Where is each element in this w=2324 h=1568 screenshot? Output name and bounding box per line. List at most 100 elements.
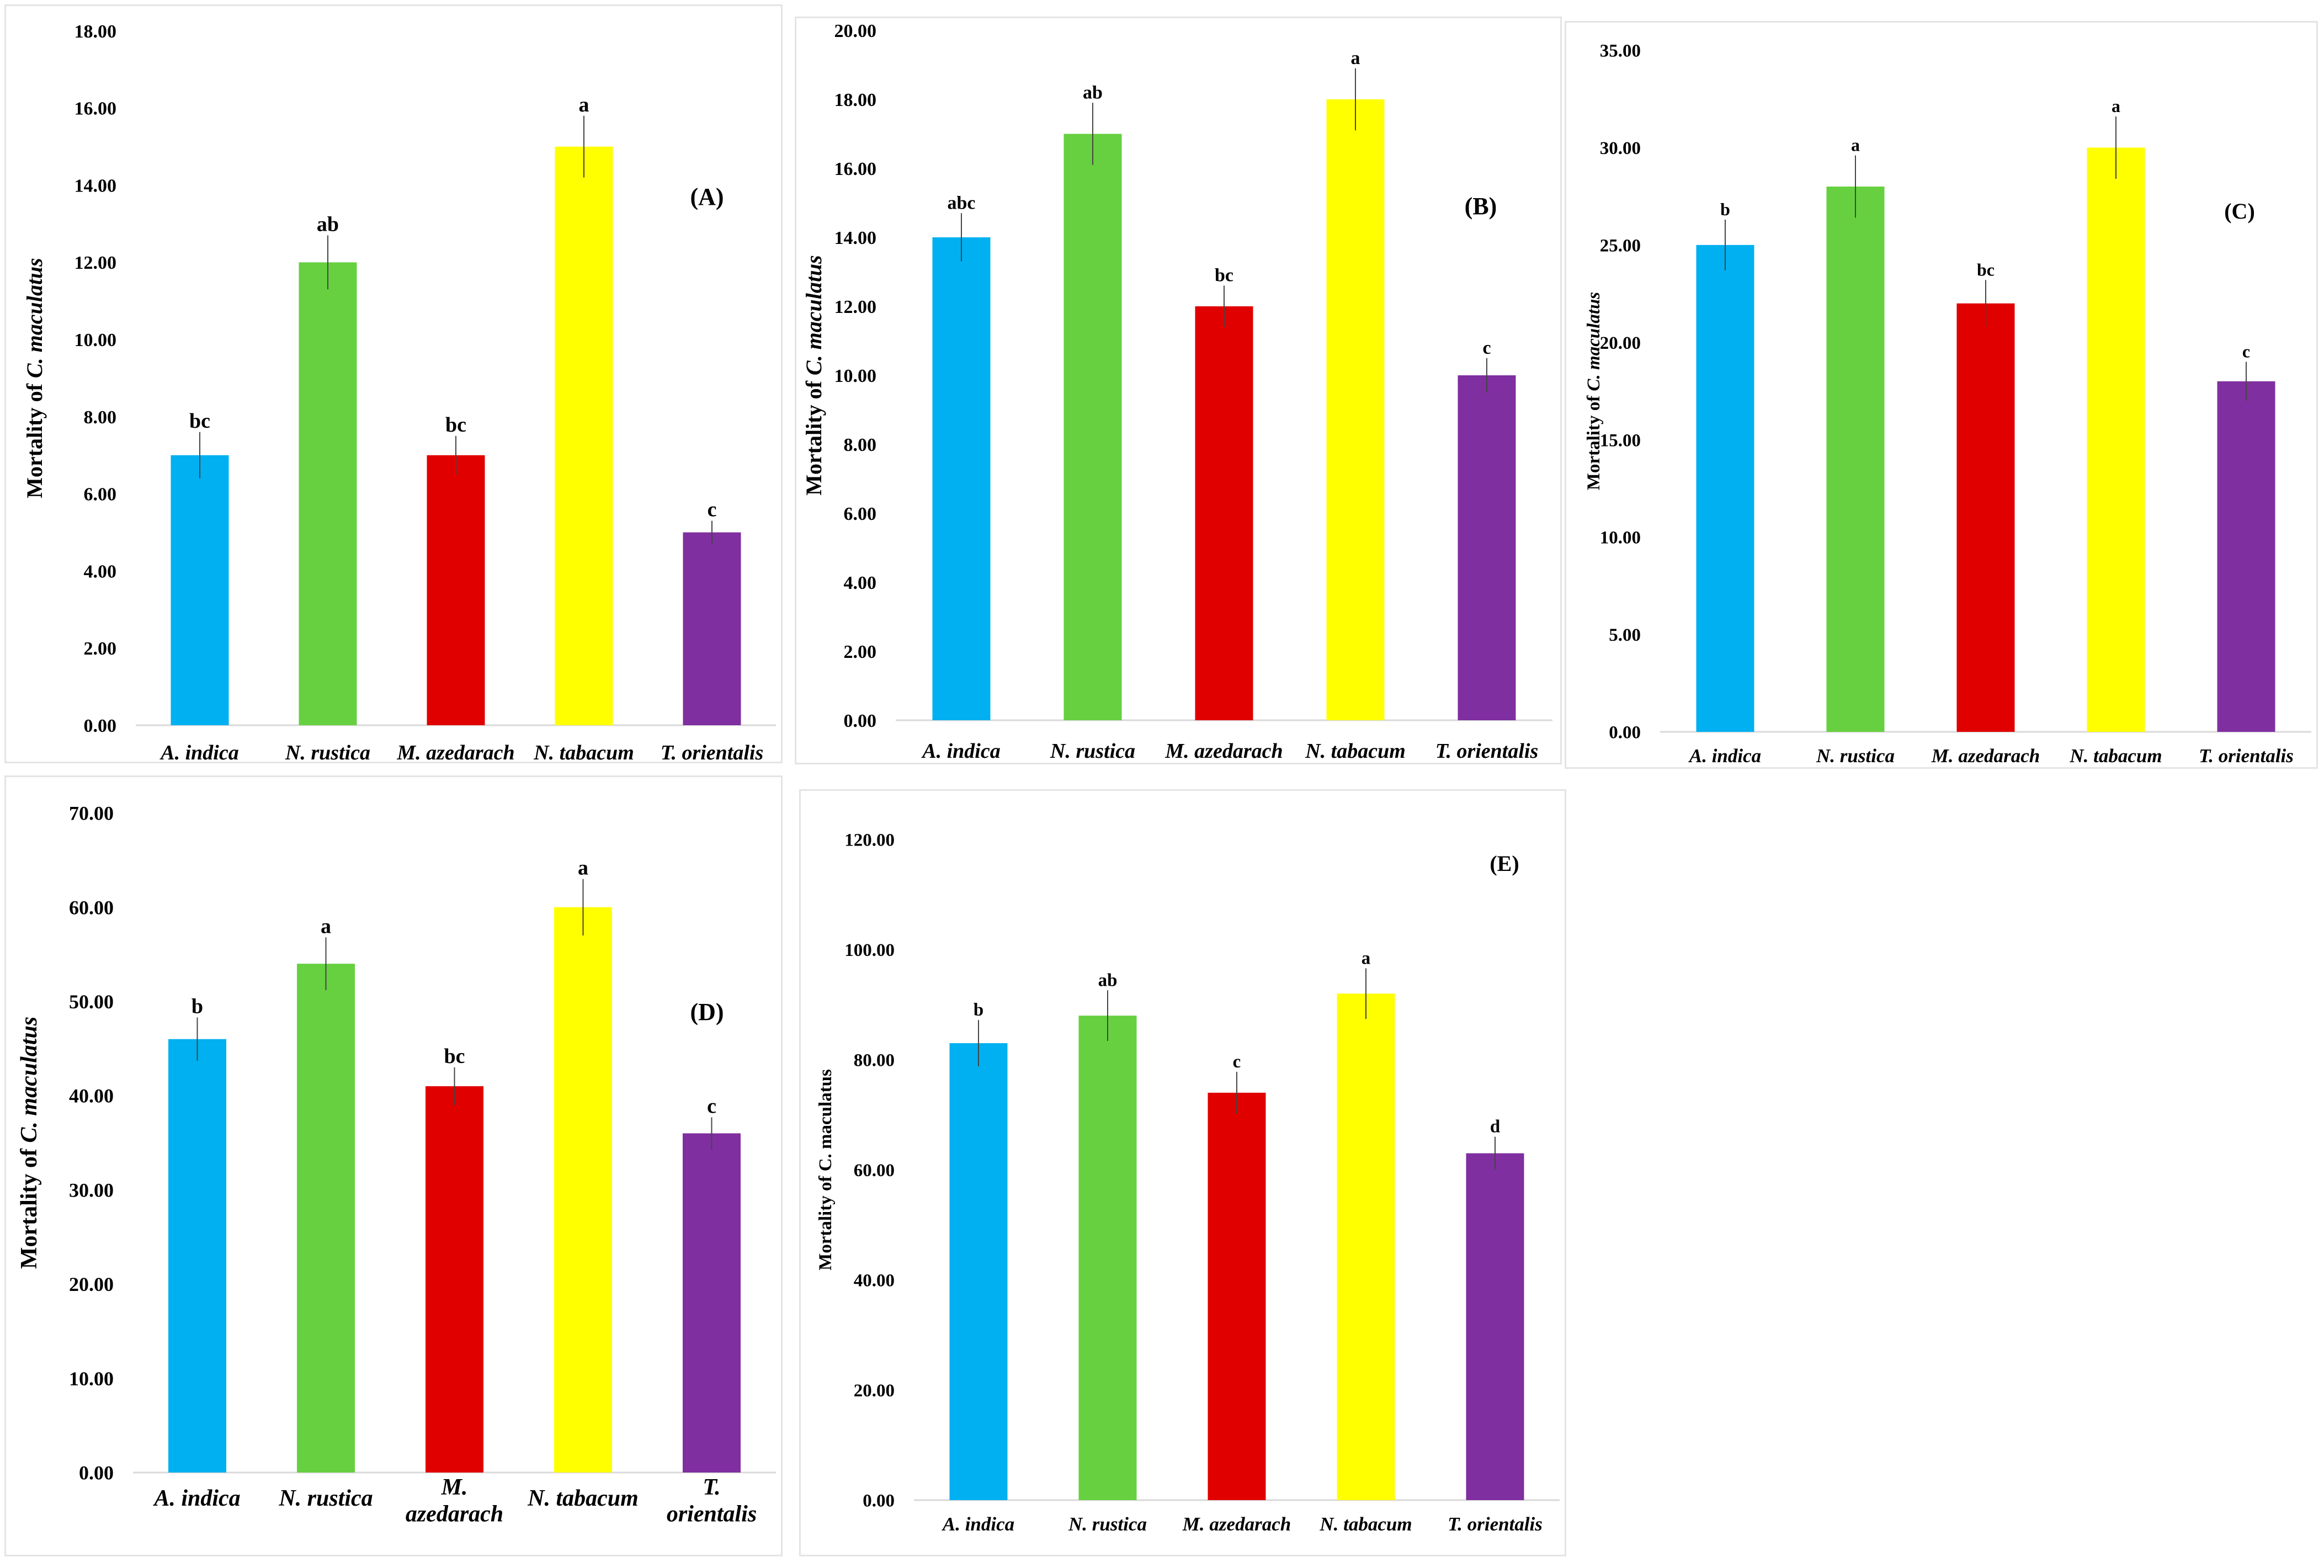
y-axis-label: Mortality of C. maculatus [816,1069,836,1271]
y-tick-label: 4.00 [84,561,117,582]
category-label: N. rustica [1068,1513,1147,1535]
bar [932,237,991,720]
bar [555,146,613,725]
significance-label: b [1720,199,1730,219]
bar [299,262,357,725]
category-label: N. tabacum [1319,1513,1412,1535]
y-tick-label: 6.00 [84,485,117,505]
category-label: M. azedarach [1182,1513,1291,1535]
bar [1195,306,1253,720]
y-tick-label: 80.00 [854,1051,895,1071]
significance-label: c [1482,338,1491,358]
panel-label: (A) [690,183,724,210]
category-label: T. orientalis [2199,745,2294,767]
significance-label: a [321,915,331,938]
chart-panel-d: 0.00 10.00 20.00 30.00 40.00 50.00 60.00 70.00 M… [4,775,783,1556]
significance-label: d [1490,1117,1500,1137]
category-label: A. indica [1688,745,1761,767]
y-tick-label: 20.00 [834,21,877,41]
significance-label: bc [1215,265,1233,286]
significance-label: a [579,93,589,116]
bar [949,1043,1008,1500]
category-label: M. azedarach [1164,740,1283,763]
y-tick-label: 10.00 [1600,528,1641,548]
y-axis-label: Mortality of C. maculatus [22,258,47,498]
category-label: M. azedarach [406,1475,503,1527]
bar [297,964,355,1473]
category-label: N. rustica [285,741,370,764]
y-tick-label: 4.00 [844,573,877,593]
category-label: N. tabacum [1305,740,1406,763]
chart-svg: 0.00 2.00 4.00 6.00 8.00 10.00 12.00 14.00 16.00… [801,21,1552,763]
category-label: N. rustica [1816,745,1895,767]
y-axis-label: Mortality of C. maculatus [17,1017,42,1269]
y-axis-label: Mortality of C. maculatus [801,255,826,496]
y-tick-label: 0.00 [79,1462,114,1484]
y-tick-label: 0.00 [844,711,877,731]
y-tick-label: 0.00 [863,1491,895,1511]
bar [168,1039,226,1473]
significance-label: a [1851,135,1860,155]
y-tick-label: 100.00 [844,940,895,960]
y-tick-label: 12.00 [834,297,877,317]
bar [554,907,612,1473]
bar [1458,375,1516,720]
y-tick-label: 40.00 [854,1271,895,1291]
chart-svg: 0.00 10.00 20.00 30.00 40.00 50.00 60.00 70.00 M… [17,802,776,1527]
y-tick-label: 8.00 [844,435,877,455]
y-tick-label: 14.00 [75,176,117,196]
panel-label: (B) [1465,193,1497,220]
y-tick-label: 10.00 [75,330,117,350]
y-tick-label: 20.00 [1600,333,1641,353]
y-tick-label: 2.00 [844,642,877,662]
chart-panel-e: 0.00 20.00 40.00 60.00 80.00 100.00 120.00 Mort… [799,789,1566,1556]
significance-label: ab [317,212,339,236]
significance-label: b [974,1000,983,1020]
y-tick-label: 8.00 [84,407,117,428]
y-tick-label: 20.00 [854,1381,895,1401]
chart-svg: 0.00 2.00 4.00 6.00 8.00 10.00 12.00 14.00 16.00… [22,22,776,764]
y-tick-label: 10.00 [69,1368,114,1390]
y-tick-label: 40.00 [69,1085,114,1107]
category-label: A. indica [942,1513,1014,1535]
chart-panel-b: 0.00 2.00 4.00 6.00 8.00 10.00 12.00 14.00 16.00… [795,17,1562,764]
category-label: M. azedarach [1931,745,2040,767]
bar [2087,147,2145,732]
bar [1466,1153,1524,1500]
bar [1696,244,1754,732]
significance-label: b [192,995,203,1018]
significance-label: bc [189,410,210,433]
panel-label: (E) [1490,851,1519,876]
significance-label: c [707,1094,716,1118]
bar [2217,381,2275,732]
panel-label: (D) [690,998,724,1025]
y-tick-label: 35.00 [1600,41,1641,61]
panel-label: (C) [2224,199,2255,224]
y-tick-label: 14.00 [834,228,877,248]
bar [1208,1092,1266,1500]
significance-label: a [1351,48,1360,68]
category-label: T. orientalis [1448,1513,1543,1535]
bar [1078,1016,1137,1500]
category-label: A. indica [159,741,238,764]
y-tick-label: 70.00 [69,802,114,825]
significance-label: abc [948,193,976,213]
y-tick-label: 120.00 [844,831,895,851]
bar [683,1133,741,1473]
significance-label: bc [1977,259,1995,279]
category-label: A. indica [921,740,1000,763]
y-tick-label: 5.00 [1609,625,1641,645]
category-label: T. orientalis [661,741,764,764]
significance-label: c [708,498,717,522]
y-tick-label: 10.00 [834,366,877,386]
y-tick-label: 50.00 [69,991,114,1013]
y-tick-label: 2.00 [84,639,117,659]
bar [1063,134,1122,720]
significance-label: ab [1098,970,1118,990]
bar [1326,99,1385,720]
category-label: N. rustica [278,1486,373,1511]
chart-panel-c: 0.00 5.00 10.00 15.00 20.00 25.00 30.00 35.00 Mo… [1565,21,2318,769]
significance-label: ab [1083,82,1103,103]
significance-label: bc [444,1045,465,1068]
bar [1337,993,1395,1500]
